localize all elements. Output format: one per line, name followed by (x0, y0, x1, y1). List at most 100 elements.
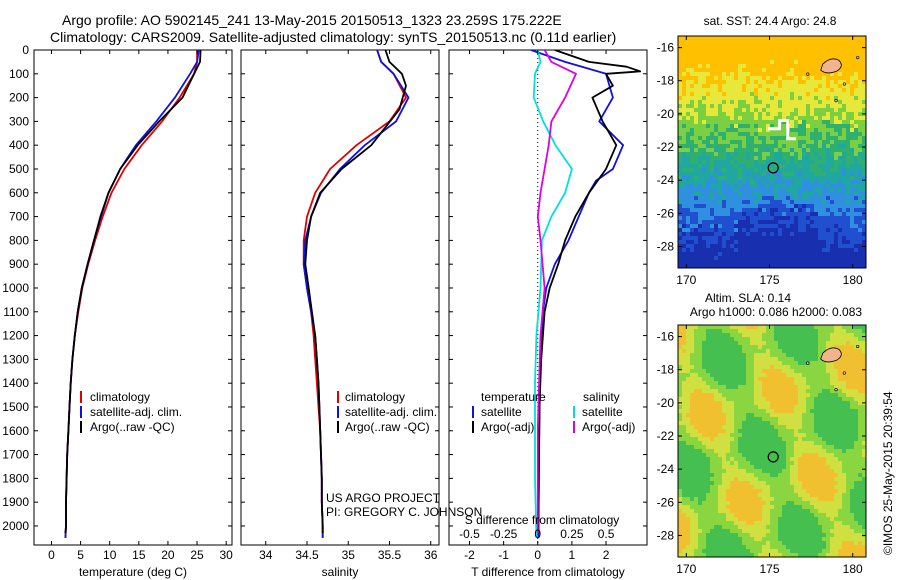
sst-cell (806, 196, 810, 200)
sla-cell (858, 385, 862, 389)
sla-cell (802, 329, 806, 333)
sla-cell (822, 413, 826, 417)
sla-cell (834, 429, 838, 433)
sla-cell (798, 373, 802, 377)
temperature-plot (64, 50, 202, 538)
sst-cell (794, 176, 798, 180)
sst-cell (686, 148, 690, 152)
sla-cell (862, 489, 866, 493)
sst-cell (806, 80, 810, 84)
sst-cell (822, 44, 826, 48)
sla-cell (842, 441, 846, 445)
sla-cell (714, 453, 718, 457)
sla-cell (686, 365, 690, 369)
sst-cell (834, 216, 838, 220)
sla-cell (718, 377, 722, 381)
sst-cell (838, 200, 842, 204)
sst-cell (778, 232, 782, 236)
sla-cell (826, 397, 830, 401)
sla-cell (818, 461, 822, 465)
sst-cell (858, 164, 862, 168)
sst-cell (858, 204, 862, 208)
sst-cell (742, 204, 746, 208)
sla-cell (734, 329, 738, 333)
sst-cell (750, 160, 754, 164)
sst-cell (782, 216, 786, 220)
sst-cell (722, 164, 726, 168)
sla-cell (830, 329, 834, 333)
sla-cell (794, 465, 798, 469)
sst-cell (822, 220, 826, 224)
sla-cell (846, 465, 850, 469)
sla-cell (854, 353, 858, 357)
sla-cell (694, 405, 698, 409)
sla-cell (690, 461, 694, 465)
sst-cell (766, 200, 770, 204)
sst-cell (842, 152, 846, 156)
sst-cell (850, 260, 854, 264)
sst-cell (746, 136, 750, 140)
sst-cell (750, 200, 754, 204)
sst-cell (814, 68, 818, 72)
sla-cell (826, 405, 830, 409)
sla-cell (746, 377, 750, 381)
sst-cell (830, 236, 834, 240)
sla-cell (762, 329, 766, 333)
sst-cell (822, 164, 826, 168)
sst-cell (790, 264, 794, 268)
sla-cell (794, 457, 798, 461)
sla-cell (742, 405, 746, 409)
sst-cell (722, 168, 726, 172)
sst-cell (806, 256, 810, 260)
sla-cell (734, 401, 738, 405)
sst-cell (798, 80, 802, 84)
sla-cell (686, 353, 690, 357)
sst-cell (778, 108, 782, 112)
sst-cell (750, 104, 754, 108)
sla-cell (690, 409, 694, 413)
sla-cell (766, 445, 770, 449)
sst-cell (714, 176, 718, 180)
sst-cell (758, 264, 762, 268)
sst-cell (738, 204, 742, 208)
sst-cell (790, 248, 794, 252)
sst-cell (846, 264, 850, 268)
sst-cell (686, 228, 690, 232)
sst-cell (774, 132, 778, 136)
sst-cell (750, 188, 754, 192)
sst-cell (718, 144, 722, 148)
sla-cell (710, 341, 714, 345)
sst-cell (822, 100, 826, 104)
sst-cell (810, 208, 814, 212)
sla-cell (786, 369, 790, 373)
sst-cell (854, 144, 858, 148)
series-line-argo-raw-qc- (64, 50, 202, 534)
sst-cell (722, 116, 726, 120)
sla-cell (686, 481, 690, 485)
sla-cell (690, 401, 694, 405)
sst-cell (786, 156, 790, 160)
sst-cell (786, 92, 790, 96)
sla-cell (714, 469, 718, 473)
sla-cell (726, 377, 730, 381)
sst-cell (854, 228, 858, 232)
sst-cell (782, 144, 786, 148)
sst-cell (790, 116, 794, 120)
sst-cell (738, 48, 742, 52)
sla-cell (802, 385, 806, 389)
sla-cell (790, 349, 794, 353)
sla-cell (822, 393, 826, 397)
sst-cell (746, 244, 750, 248)
sla-cell (746, 381, 750, 385)
sla-cell (754, 489, 758, 493)
sla-cell (854, 365, 858, 369)
sst-cell (834, 124, 838, 128)
sla-cell (778, 373, 782, 377)
sla-cell (814, 473, 818, 477)
sst-cell (698, 208, 702, 212)
sst-cell (746, 64, 750, 68)
sst-cell (710, 184, 714, 188)
sla-cell (690, 353, 694, 357)
sst-cell (750, 212, 754, 216)
sst-cell (758, 76, 762, 80)
